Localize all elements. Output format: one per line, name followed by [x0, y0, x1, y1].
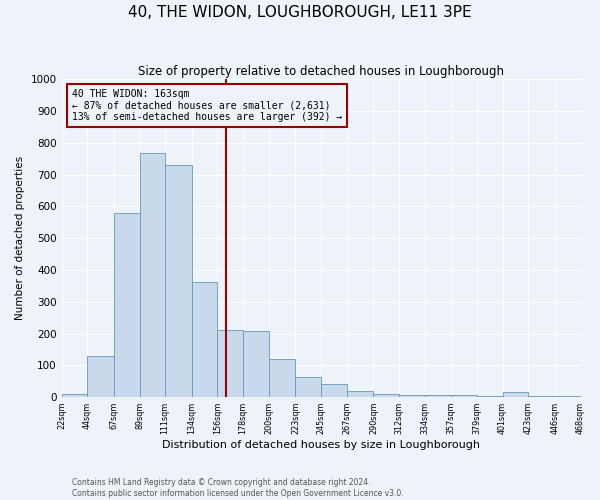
Bar: [114, 214, 140, 397]
Bar: [321, 384, 347, 397]
Y-axis label: Number of detached properties: Number of detached properties: [15, 156, 25, 320]
Bar: [217, 330, 243, 397]
Bar: [62, 394, 87, 397]
Bar: [451, 396, 477, 397]
Bar: [140, 153, 165, 397]
Bar: [269, 359, 295, 397]
Bar: [528, 396, 555, 397]
Bar: [192, 282, 217, 397]
Bar: [165, 165, 192, 397]
Text: Contains HM Land Registry data © Crown copyright and database right 2024.
Contai: Contains HM Land Registry data © Crown c…: [72, 478, 404, 498]
Bar: [243, 332, 269, 397]
Bar: [87, 356, 114, 397]
Bar: [373, 394, 399, 397]
Bar: [503, 392, 528, 397]
Bar: [425, 396, 451, 397]
Bar: [399, 396, 425, 397]
Text: 40, THE WIDON, LOUGHBOROUGH, LE11 3PE: 40, THE WIDON, LOUGHBOROUGH, LE11 3PE: [128, 5, 472, 20]
Bar: [477, 396, 503, 397]
Bar: [295, 378, 321, 397]
Bar: [347, 392, 373, 397]
Title: Size of property relative to detached houses in Loughborough: Size of property relative to detached ho…: [138, 65, 504, 78]
Bar: [555, 396, 581, 397]
X-axis label: Distribution of detached houses by size in Loughborough: Distribution of detached houses by size …: [162, 440, 480, 450]
Text: 40 THE WIDON: 163sqm
← 87% of detached houses are smaller (2,631)
13% of semi-de: 40 THE WIDON: 163sqm ← 87% of detached h…: [72, 88, 342, 122]
